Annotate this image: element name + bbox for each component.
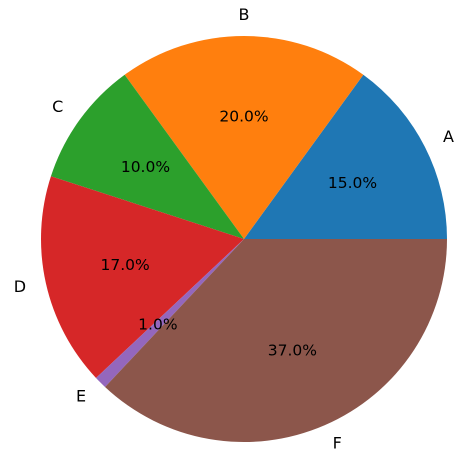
pie-slice-c bbox=[50, 74, 244, 239]
pie-slice-a bbox=[244, 74, 447, 239]
pie-slices bbox=[40, 36, 448, 442]
pct-label-b: 20.0% bbox=[219, 108, 268, 126]
pie-slice-d bbox=[40, 176, 244, 378]
pct-label-d: 17.0% bbox=[101, 256, 150, 274]
slice-label-e: E bbox=[76, 386, 86, 405]
slice-label-b: B bbox=[239, 5, 250, 24]
pie-slice-b bbox=[124, 36, 364, 239]
slice-label-a: A bbox=[443, 127, 454, 146]
slice-label-c: C bbox=[52, 97, 63, 116]
pct-label-c: 10.0% bbox=[121, 158, 170, 176]
pie-slice-f bbox=[105, 239, 448, 442]
pct-label-f: 37.0% bbox=[268, 341, 317, 359]
pct-label-e: 1.0% bbox=[138, 316, 177, 334]
slice-label-d: D bbox=[14, 277, 26, 296]
pie-labels: A 15.0% B 20.0% C 10.0% D 17.0% E 1.0% F 37.0% bbox=[14, 5, 454, 452]
pct-label-a: 15.0% bbox=[328, 174, 377, 192]
pie-slice-e bbox=[96, 239, 244, 387]
slice-label-f: F bbox=[333, 433, 342, 452]
